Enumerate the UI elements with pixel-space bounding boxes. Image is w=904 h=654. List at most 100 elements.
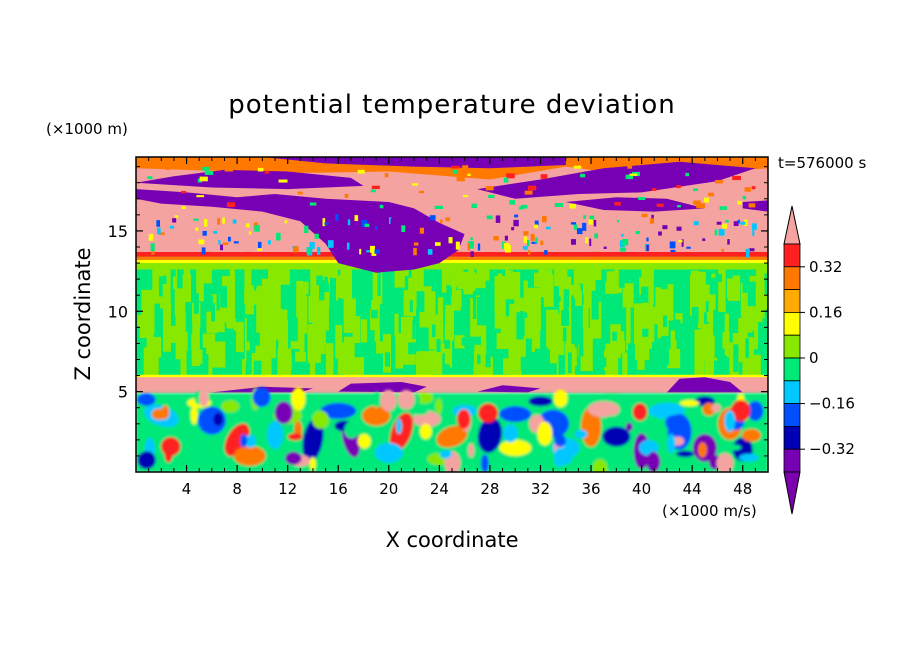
heatmap-region (527, 240, 530, 247)
heatmap-region (610, 324, 621, 359)
heatmap-region (494, 281, 506, 329)
heatmap-region (719, 206, 728, 210)
heatmap-region (533, 224, 539, 229)
heatmap-region (493, 236, 499, 241)
heatmap-region (686, 246, 691, 249)
x-tick-label: 12 (278, 480, 297, 498)
heatmap-region (297, 191, 303, 195)
heatmap-region (523, 236, 528, 244)
boundary-layer-eddy (724, 410, 736, 432)
heatmap-region (565, 197, 705, 212)
x-tick-label: 28 (480, 480, 499, 498)
heatmap-region (625, 174, 634, 180)
heatmap-region (634, 343, 645, 370)
x-tick-label: 40 (632, 480, 651, 498)
heatmap-region (504, 235, 508, 241)
heatmap-region (589, 215, 595, 220)
heatmap-region (535, 237, 538, 244)
heatmap-region (696, 203, 706, 209)
boundary-layer-eddy (411, 408, 428, 416)
heatmap-region (428, 229, 433, 237)
boundary-layer-eddy (389, 412, 414, 451)
heatmap-region (569, 203, 576, 209)
heatmap-region (646, 237, 649, 242)
heatmap-region (232, 219, 237, 224)
heatmap-region (546, 226, 551, 230)
heatmap-region (486, 215, 493, 220)
heatmap-region (621, 233, 624, 237)
heatmap-region (196, 252, 204, 302)
heatmap-region (224, 168, 234, 172)
heatmap-region (505, 254, 514, 300)
heatmap-region (658, 231, 662, 236)
heatmap-region (448, 237, 453, 244)
heatmap-region (576, 228, 583, 235)
heatmap-region (377, 267, 381, 296)
heatmap-region (591, 290, 599, 320)
heatmap-region (254, 225, 260, 232)
heatmap-region (442, 364, 450, 378)
heatmap-region (635, 230, 640, 235)
heatmap-region (256, 285, 266, 323)
x-tick-label: 32 (531, 480, 550, 498)
boundary-layer-eddy (665, 415, 683, 431)
heatmap-region (141, 289, 155, 334)
heatmap-region (204, 171, 214, 175)
heatmap-region (431, 324, 436, 338)
heatmap-region (204, 218, 208, 227)
heatmap-region (369, 330, 375, 347)
boundary-layer-eddy (731, 399, 751, 422)
heatmap-region (344, 193, 349, 198)
heatmap-region (589, 238, 592, 247)
stratosphere-purple-region (136, 189, 465, 273)
heatmap-region (675, 319, 681, 341)
heatmap-region (370, 300, 380, 342)
heatmap-region (618, 331, 625, 348)
heatmap-region (228, 236, 231, 242)
heatmap-region (562, 327, 567, 342)
heatmap-region (211, 270, 216, 283)
heatmap-region (246, 350, 252, 375)
heatmap-region (296, 293, 307, 323)
heatmap-region (718, 229, 725, 236)
heatmap-region (505, 245, 511, 253)
heatmap-region (642, 328, 649, 337)
boundary-layer-eddy (537, 421, 553, 446)
y-tick-label: 5 (118, 383, 128, 402)
heatmap-region (248, 231, 252, 235)
heatmap-region (612, 331, 617, 341)
heatmap-region (472, 290, 477, 319)
boundary-layer-eddy (136, 393, 156, 406)
heatmap-region (317, 247, 321, 255)
heatmap-region (201, 247, 206, 255)
boundary-layer-eddy (374, 442, 403, 463)
heatmap-region (554, 203, 563, 207)
boundary-layer-eddy (199, 390, 209, 407)
heatmap-region (353, 357, 365, 383)
heatmap-region (213, 231, 218, 234)
heatmap-region (159, 232, 165, 235)
heatmap-region (284, 220, 288, 224)
heatmap-region (523, 231, 529, 236)
heatmap-region (152, 336, 162, 358)
heatmap-region (751, 186, 756, 190)
heatmap-region (174, 215, 179, 218)
heatmap-region (527, 301, 540, 339)
heatmap-region (630, 360, 638, 383)
heatmap-region (606, 271, 616, 283)
heatmap-region (245, 223, 250, 228)
x-tick-label: 44 (683, 480, 702, 498)
heatmap-region (136, 169, 364, 190)
heatmap-region (246, 314, 251, 342)
heatmap-region (352, 316, 361, 344)
heatmap-region (420, 240, 426, 245)
heatmap-region (416, 291, 425, 312)
heatmap-region (473, 364, 486, 376)
heatmap-region (440, 219, 443, 224)
heatmap-region (347, 219, 351, 226)
boundary-layer-eddy (553, 389, 568, 408)
heatmap-region (335, 244, 341, 248)
heatmap-region (467, 173, 471, 176)
boundary-layer-eddy (287, 433, 303, 441)
heatmap-region (467, 243, 470, 251)
